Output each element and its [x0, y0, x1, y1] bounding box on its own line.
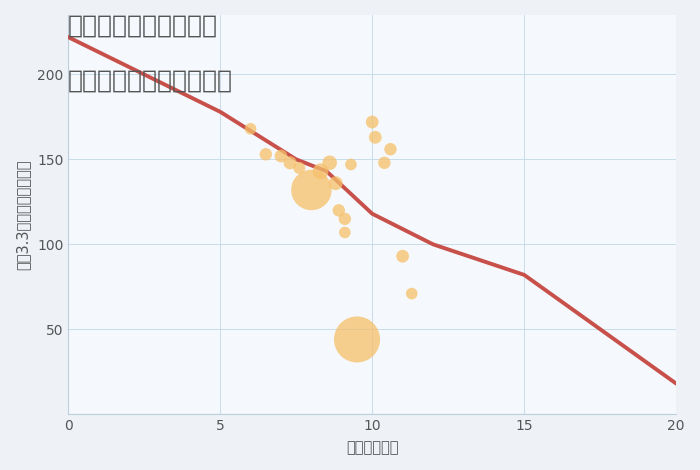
Point — [367, 118, 378, 126]
Point — [306, 186, 317, 194]
Y-axis label: 坪（3.3㎡）単価（万円）: 坪（3.3㎡）単価（万円） — [15, 159, 30, 270]
Point — [340, 229, 351, 236]
Text: 兵庫県西宮市川添町の: 兵庫県西宮市川添町の — [68, 14, 218, 38]
Point — [293, 164, 304, 172]
Text: 駅距離別中古戸建て価格: 駅距離別中古戸建て価格 — [68, 68, 233, 92]
Point — [324, 159, 335, 166]
Point — [333, 207, 344, 214]
Point — [330, 180, 342, 187]
Point — [284, 159, 295, 166]
Point — [397, 252, 408, 260]
Point — [315, 167, 326, 175]
Point — [275, 152, 286, 160]
Point — [351, 336, 363, 343]
Point — [379, 159, 390, 166]
Point — [245, 125, 256, 133]
Point — [385, 145, 396, 153]
Point — [260, 150, 272, 158]
X-axis label: 駅距離（分）: 駅距離（分） — [346, 440, 398, 455]
Point — [370, 133, 381, 141]
Point — [345, 161, 356, 168]
Point — [406, 290, 417, 298]
Point — [340, 215, 351, 223]
